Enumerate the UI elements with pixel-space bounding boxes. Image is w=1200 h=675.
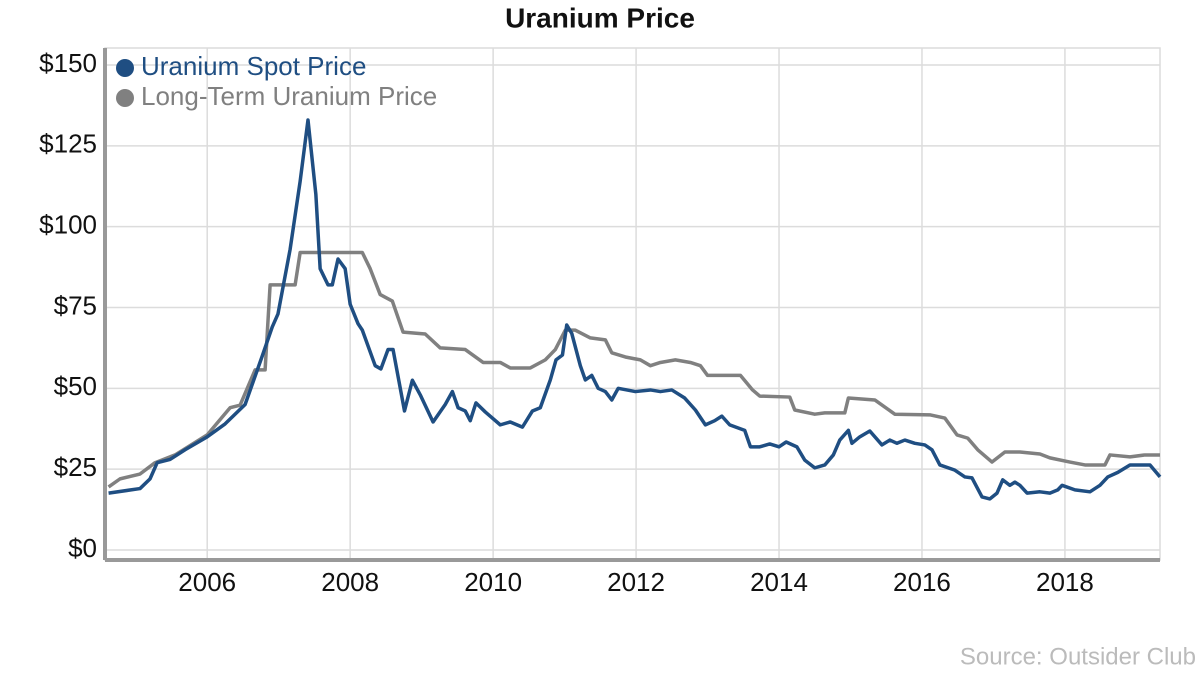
y-tick-label: $25 [54, 452, 97, 482]
x-tick-label: 2014 [750, 567, 808, 597]
chart-title: Uranium Price [505, 2, 695, 33]
series-line [108, 118, 1162, 501]
x-tick-label: 2018 [1036, 567, 1094, 597]
y-tick-label: $100 [39, 210, 97, 240]
y-tick-label: $75 [54, 290, 97, 320]
legend-label: Long-Term Uranium Price [141, 81, 437, 111]
x-tick-label: 2016 [893, 567, 951, 597]
y-tick-label: $125 [39, 129, 97, 159]
y-tick-label: $150 [39, 48, 97, 78]
x-tick-label: 2006 [178, 567, 236, 597]
series-line [107, 250, 1160, 489]
y-tick-label: $0 [68, 533, 97, 563]
legend-label: Uranium Spot Price [141, 51, 366, 81]
y-tick-label: $50 [54, 371, 97, 401]
source-note: Source: Outsider Club [960, 643, 1196, 670]
x-tick-label: 2010 [464, 567, 522, 597]
legend-marker [116, 89, 134, 107]
legend-marker [116, 59, 134, 77]
x-tick-label: 2012 [607, 567, 665, 597]
x-tick-label: 2008 [321, 567, 379, 597]
